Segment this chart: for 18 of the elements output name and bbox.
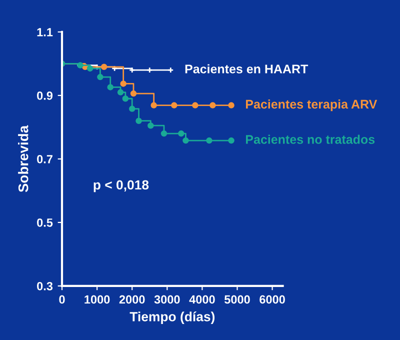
y-tick-label: 0.5	[37, 218, 53, 227]
series-label: Pacientes en HAART	[185, 64, 308, 74]
y-tick-label: 0.9	[37, 91, 53, 100]
x-axis-title: Tiempo (días)	[130, 312, 215, 324]
series-label: Pacientes no tratados	[246, 134, 375, 144]
y-axis-title: Sobrevida	[18, 125, 28, 192]
x-tick-label: 3000	[154, 295, 180, 304]
y-tick-label: 0.7	[37, 154, 52, 164]
x-tick-label: 5000	[224, 295, 250, 304]
y-tick-label: 1.1	[37, 28, 53, 36]
series-label: Pacientes terapia ARV	[246, 99, 378, 112]
x-tick-label: 0	[59, 295, 65, 304]
x-tick-label: 1000	[84, 295, 110, 304]
x-tick-label: 2000	[119, 295, 145, 304]
x-tick-label: 4000	[189, 295, 215, 304]
y-tick-label: 0.3	[37, 282, 53, 290]
x-tick-label: 6000	[260, 295, 285, 304]
annotation: p < 0,018	[94, 180, 149, 192]
